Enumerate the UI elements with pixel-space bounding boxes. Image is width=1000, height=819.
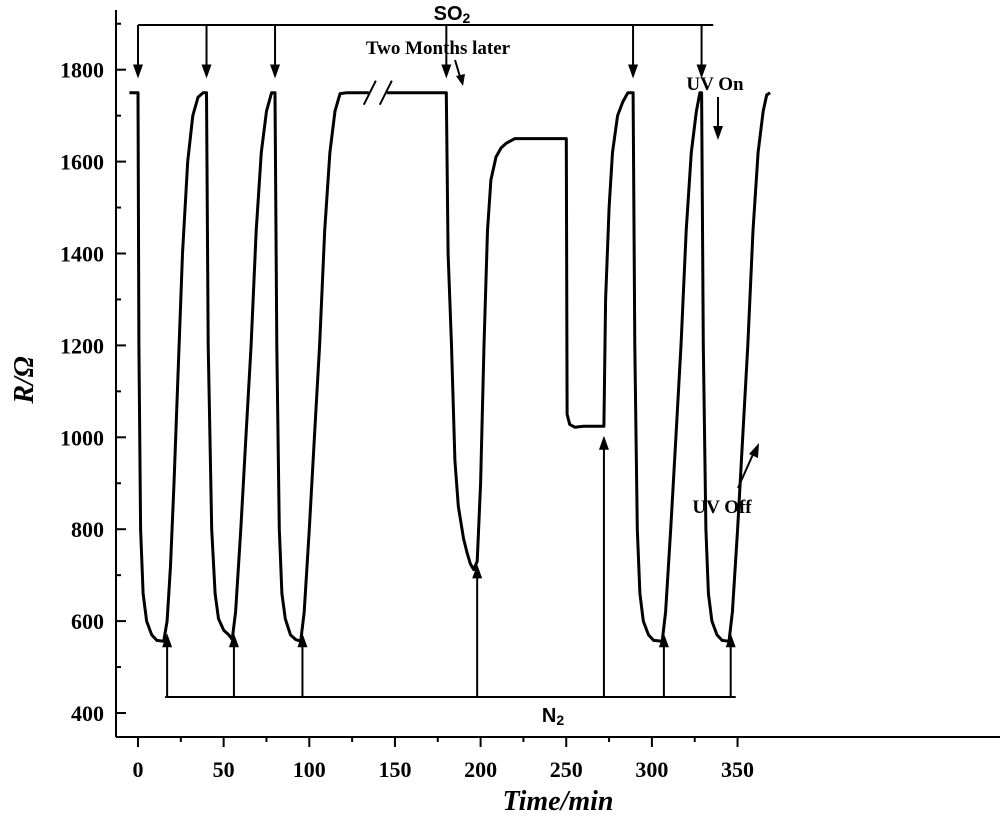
series-layer	[129, 78, 771, 643]
annotations: Two Months later UV On UV Off	[366, 38, 759, 518]
x-tick-label: 100	[293, 757, 326, 782]
x-tick-label: 50	[213, 757, 235, 782]
x-tick-label: 150	[378, 757, 411, 782]
n2-label: N2	[542, 705, 564, 728]
annotation-arrowhead	[749, 443, 759, 458]
n2-arrowhead	[658, 633, 669, 648]
so2-arrowhead	[270, 64, 281, 79]
so2-arrowhead	[628, 64, 639, 79]
n2-arrowhead	[228, 633, 239, 648]
y-tick-label: 1800	[60, 58, 104, 83]
so2-arrowhead	[696, 64, 707, 79]
y-tick-label: 600	[71, 609, 104, 634]
n2-arrowhead	[472, 564, 483, 579]
series-line	[129, 91, 771, 643]
annotation-two-months-later: Two Months later	[366, 38, 511, 59]
y-tick-label: 1000	[60, 425, 104, 450]
annotation-arrowhead	[456, 74, 465, 86]
break-mark	[362, 80, 377, 106]
annotation-uv-on: UV On	[686, 74, 744, 95]
so2-arrowhead	[201, 64, 212, 79]
so2-arrowhead	[133, 64, 143, 79]
gas-switch-markers: SO2 N2	[133, 3, 736, 728]
so2-label: SO2	[434, 3, 471, 26]
y-axis-title: R/Ω	[9, 356, 40, 404]
x-tick-label: 300	[635, 757, 668, 782]
y-tick-label: 400	[71, 701, 104, 726]
x-axis-title: Time/min	[503, 786, 614, 817]
x-tick-label: 250	[550, 757, 583, 782]
break-gap	[368, 78, 387, 107]
x-tick-label: 0	[133, 757, 144, 782]
annotation-uv-off: UV Off	[692, 497, 752, 518]
n2-arrowhead	[162, 633, 173, 648]
y-tick-label: 1600	[60, 150, 104, 175]
axes: 400 600 800 1000 1200 1400 1600 1800 0 50 100 150 20…	[60, 10, 1000, 782]
x-tick-label: 350	[721, 757, 754, 782]
n2-arrowhead	[297, 633, 308, 648]
x-tick-label: 200	[464, 757, 497, 782]
annotation-arrow	[737, 451, 755, 489]
break-mark	[378, 80, 393, 106]
y-tick-label: 1400	[60, 242, 104, 267]
y-tick-label: 800	[71, 517, 104, 542]
n2-arrowhead	[598, 435, 609, 450]
annotation-arrowhead	[713, 126, 723, 140]
n2-arrowhead	[725, 633, 736, 648]
so2-arrowhead	[441, 64, 452, 79]
y-tick-label: 1200	[60, 333, 104, 358]
